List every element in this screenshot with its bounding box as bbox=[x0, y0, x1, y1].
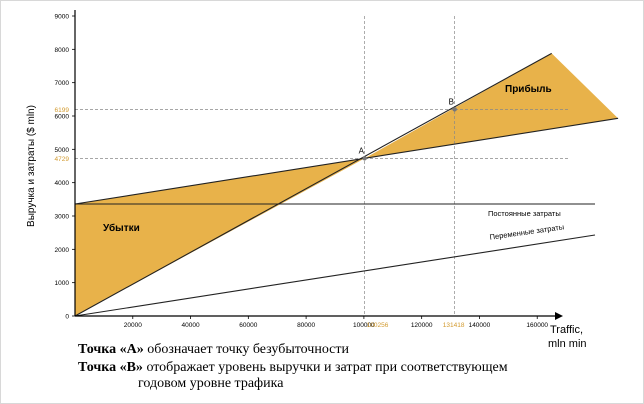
x-tick-label-2: 60000 bbox=[239, 322, 257, 329]
y-tick-label-6: 6000 bbox=[55, 114, 70, 121]
x-tick-label-6: 140000 bbox=[469, 322, 491, 329]
revenue-line bbox=[74, 52, 552, 317]
profit-region bbox=[364, 53, 619, 159]
x-tick-label-3: 80000 bbox=[297, 322, 315, 329]
y-tick-label-4: 4000 bbox=[55, 180, 70, 187]
y-tick-label-8: 8000 bbox=[55, 47, 70, 54]
caption-point-b-bold: Точка «В» bbox=[78, 360, 143, 375]
x-tick-label-5: 120000 bbox=[411, 322, 433, 329]
x-tick-label-7: 160000 bbox=[526, 322, 548, 329]
x-highlight-label-0: 100256 bbox=[367, 322, 389, 329]
profit-region-label: Прибыль bbox=[505, 83, 552, 95]
y-tick-label-1: 1000 bbox=[55, 280, 70, 287]
fixed-cost-label: Постоянные затраты bbox=[488, 209, 561, 218]
y-tick-label-5: 5000 bbox=[55, 147, 70, 154]
y-tick-label-2: 2000 bbox=[55, 247, 70, 254]
total-cost-line bbox=[74, 117, 619, 205]
caption-point-b-cont: годовом уровне трафика bbox=[138, 376, 284, 391]
y-tick-label-0: 0 bbox=[65, 314, 69, 321]
x-tick-label-0: 20000 bbox=[124, 322, 142, 329]
x-axis-arrow bbox=[555, 312, 563, 320]
caption-point-a-text: обозначает точку безубыточности bbox=[143, 342, 350, 357]
y-axis-title: Выручка и затраты ($ mln) bbox=[26, 105, 37, 227]
caption-point-a-bold: Точка «А» bbox=[78, 342, 144, 357]
point-label-b: B bbox=[449, 97, 454, 106]
x-tick-label-4: 100000 bbox=[353, 322, 375, 329]
loss-region-label: Убытки bbox=[103, 222, 140, 234]
x-highlight-label-1: 131418 bbox=[443, 322, 465, 329]
y-highlight-label-0: 4729 bbox=[55, 156, 70, 163]
y-highlight-label-1: 6199 bbox=[55, 107, 70, 114]
caption-point-b-text: отображает уровень выручки и затрат при … bbox=[142, 360, 508, 375]
variable-cost-label: Переменные затраты bbox=[489, 222, 565, 241]
x-axis-title-line2: mln min bbox=[548, 338, 587, 350]
x-axis-title-line1: Traffic, bbox=[550, 324, 583, 336]
y-tick-label-9: 9000 bbox=[55, 14, 70, 21]
caption-point-a: Точка «А» обозначает точку безубыточност… bbox=[78, 342, 349, 358]
y-tick-label-7: 7000 bbox=[55, 80, 70, 87]
y-tick-label-3: 3000 bbox=[55, 214, 70, 221]
point-a bbox=[362, 156, 367, 161]
variable-cost-line bbox=[74, 234, 596, 317]
caption-point-b: Точка «В» отображает уровень выручки и з… bbox=[78, 360, 508, 376]
x-tick-label-1: 40000 bbox=[182, 322, 200, 329]
point-b bbox=[452, 107, 457, 112]
point-label-a: A bbox=[359, 146, 365, 155]
